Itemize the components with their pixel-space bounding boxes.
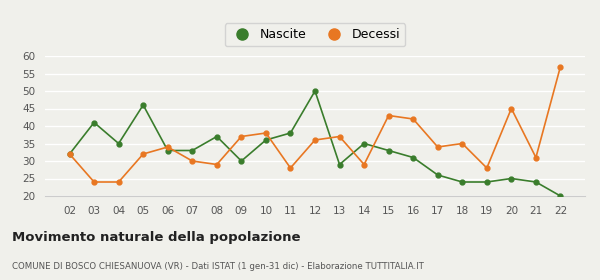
Text: COMUNE DI BOSCO CHIESANUOVA (VR) - Dati ISTAT (1 gen-31 dic) - Elaborazione TUTT: COMUNE DI BOSCO CHIESANUOVA (VR) - Dati … — [12, 262, 424, 271]
Legend: Nascite, Decessi: Nascite, Decessi — [225, 23, 405, 46]
Text: Movimento naturale della popolazione: Movimento naturale della popolazione — [12, 231, 301, 244]
